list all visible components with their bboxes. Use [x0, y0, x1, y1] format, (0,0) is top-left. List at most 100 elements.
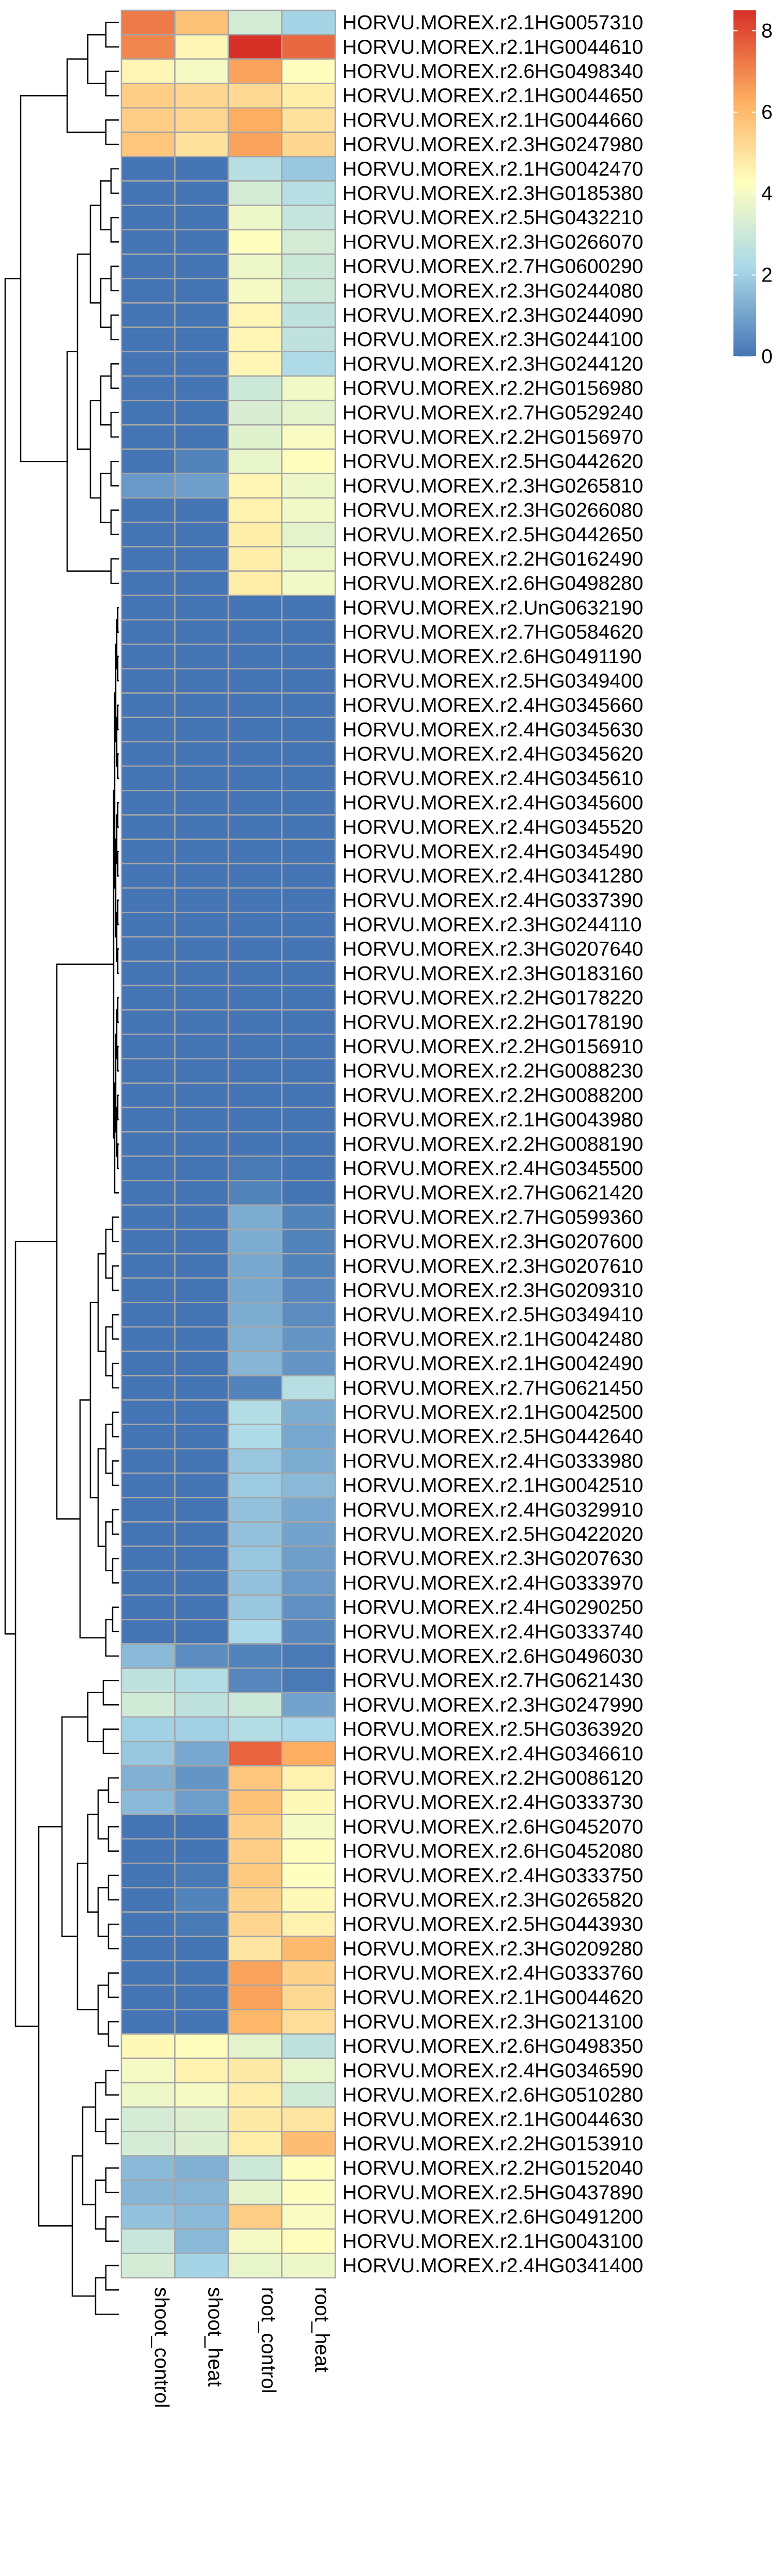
heatmap-cell — [281, 1156, 336, 1181]
heatmap-cell — [281, 1838, 336, 1864]
heatmap-cell — [174, 399, 229, 426]
heatmap-cell — [227, 2082, 283, 2108]
heatmap-cell — [227, 229, 283, 255]
heatmap-cell — [174, 1570, 229, 1596]
dendrogram-branch — [105, 22, 119, 48]
heatmap-cell — [227, 83, 283, 109]
row-label: HORVU.MOREX.r2.4HG0333750 — [342, 1865, 643, 1887]
heatmap-cell — [281, 887, 336, 913]
heatmap-cell — [120, 2009, 176, 2035]
heatmap-cell — [120, 1034, 176, 1059]
dendrogram-branch — [82, 2106, 96, 2206]
row-label: HORVU.MOREX.r2.5HG0443930 — [342, 1913, 643, 1935]
heatmap-cell — [120, 1277, 176, 1303]
row-label: HORVU.MOREX.r2.3HG0244080 — [342, 280, 643, 302]
heatmap-cell — [227, 1716, 283, 1742]
heatmap-cell — [174, 229, 229, 255]
row-label: HORVU.MOREX.r2.2HG0156910 — [342, 1036, 643, 1058]
dendrogram-branch — [100, 473, 111, 523]
heatmap-cell — [227, 570, 283, 597]
heatmap-cell — [174, 180, 229, 206]
column-labels: shoot_control shoot_heat root_control root_… — [150, 2287, 333, 2408]
heatmap-cell — [174, 1838, 229, 1864]
heatmap-cell — [227, 2033, 283, 2059]
row-label: HORVU.MOREX.r2.4HG0329910 — [342, 1499, 643, 1521]
heatmap-cell — [120, 1814, 176, 1840]
heatmap-cell — [120, 473, 176, 499]
heatmap-cell — [174, 741, 229, 767]
heatmap-cell — [281, 1131, 336, 1157]
heatmap-cell — [281, 2228, 336, 2254]
row-label: HORVU.MOREX.r2.1HG0042480 — [342, 1328, 643, 1350]
heatmap-cell — [227, 2131, 283, 2157]
heatmap-cell — [227, 1106, 283, 1133]
row-label: HORVU.MOREX.r2.3HG0244120 — [342, 353, 643, 375]
row-labels: HORVU.MOREX.r2.1HG0057310HORVU.MOREX.r2.… — [342, 12, 643, 2277]
heatmap-cell — [227, 546, 283, 572]
heatmap-cell — [120, 716, 176, 743]
heatmap-cell — [227, 790, 283, 816]
heatmap-cell — [120, 643, 176, 669]
dendrogram-branch — [87, 34, 106, 84]
heatmap-cell — [227, 2179, 283, 2206]
heatmap-cell — [227, 936, 283, 962]
heatmap-cell — [120, 570, 176, 597]
heatmap-cell — [281, 1814, 336, 1840]
heatmap-cell — [120, 1424, 176, 1450]
dendrogram-branch — [107, 1923, 119, 1949]
row-label: HORVU.MOREX.r2.7HG0600290 — [342, 256, 643, 278]
heatmap-cell — [174, 1131, 229, 1157]
heatmap-cell — [281, 2253, 336, 2278]
heatmap-cell — [227, 205, 283, 231]
heatmap-cell — [227, 107, 283, 133]
heatmap-cell — [227, 1692, 283, 1718]
row-label: HORVU.MOREX.r2.3HG0209310 — [342, 1279, 643, 1302]
heatmap-cell — [174, 205, 229, 231]
dendrogram-branch — [110, 412, 119, 438]
heatmap-cell — [281, 1106, 336, 1133]
row-label: HORVU.MOREX.r2.5HG0349410 — [342, 1304, 643, 1326]
heatmap-cell — [281, 1545, 336, 1572]
dendrogram-branch — [100, 180, 111, 231]
heatmap-cell — [227, 1545, 283, 1572]
heatmap-cell — [227, 1277, 283, 1303]
heatmap-cell — [174, 277, 229, 304]
column-label: shoot_control — [150, 2287, 173, 2408]
heatmap-cell — [120, 521, 176, 548]
row-label: HORVU.MOREX.r2.3HG0207630 — [342, 1548, 643, 1570]
row-label: HORVU.MOREX.r2.4HG0345620 — [342, 743, 643, 766]
row-label: HORVU.MOREX.r2.5HG0442650 — [342, 524, 643, 546]
heatmap-cell — [281, 765, 336, 791]
heatmap-cell — [120, 34, 176, 60]
heatmap-cell — [174, 2057, 229, 2084]
row-label: HORVU.MOREX.r2.3HG0183160 — [342, 962, 643, 985]
heatmap-cell — [174, 2179, 229, 2206]
heatmap-cell — [120, 399, 176, 426]
row-label: HORVU.MOREX.r2.1HG0044620 — [342, 1987, 643, 2009]
dendrogram-branch — [110, 558, 119, 584]
heatmap-cell — [281, 1692, 336, 1718]
heatmap-cell — [227, 2009, 283, 2035]
dendrogram-branch — [87, 1692, 103, 1742]
heatmap-cell — [174, 1204, 229, 1230]
heatmap-cell — [281, 1789, 336, 1816]
heatmap-cell — [174, 1984, 229, 2010]
heatmap-cell — [227, 1375, 283, 1401]
row-label: HORVU.MOREX.r2.6HG0498340 — [342, 60, 643, 83]
heatmap-cell — [281, 58, 336, 84]
row-label: HORVU.MOREX.r2.6HG0491190 — [342, 646, 642, 668]
heatmap-cell — [120, 595, 176, 621]
heatmap-cell — [227, 1496, 283, 1523]
heatmap-cell — [120, 1326, 176, 1352]
heatmap-cell — [227, 1838, 283, 1864]
heatmap-cell — [174, 521, 229, 548]
heatmap-cell — [281, 229, 336, 255]
heatmap-cell — [227, 2228, 283, 2254]
heatmap-cell — [120, 1887, 176, 1913]
dendrogram-branch — [97, 1887, 108, 1938]
dendrogram-branch — [107, 1875, 119, 1901]
dendrogram-branch — [20, 95, 67, 462]
row-label: HORVU.MOREX.r2.4HG0345600 — [342, 792, 643, 814]
heatmap-cell — [120, 546, 176, 572]
dendrogram-branch — [117, 607, 119, 633]
